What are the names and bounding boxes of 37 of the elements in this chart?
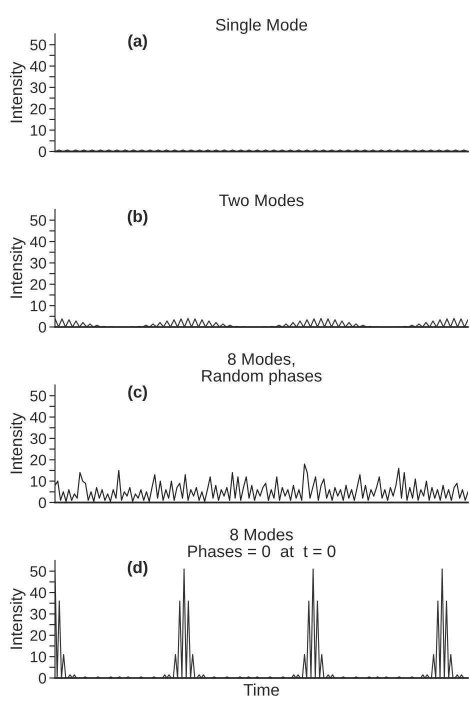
y-tick-label: 40	[30, 60, 46, 72]
y-tick-label: 10	[30, 476, 46, 487]
y-tick-label: 30	[30, 258, 46, 269]
chart-title: Two Modes	[219, 194, 304, 206]
y-tick-label: 20	[30, 454, 46, 466]
y-tick-label: 30	[30, 608, 46, 620]
y-tick-label: 40	[30, 587, 46, 598]
y-tick-label: 30	[30, 82, 46, 94]
y-tick-label: 10	[30, 125, 46, 136]
y-axis-title: Intensity	[10, 62, 26, 122]
y-axis-title: Intensity	[10, 237, 26, 298]
y-tick-label: 20	[30, 279, 46, 290]
chart-title: 8 Modes Phases = 0 at t = 0	[188, 528, 336, 558]
y-tick-label: 20	[30, 104, 46, 114]
chart-title: Single Mode	[216, 18, 308, 34]
y-axis-title: Intensity	[10, 412, 26, 474]
y-tick-label: 40	[30, 236, 46, 248]
x-axis-title: Time	[244, 684, 279, 696]
y-tick-label: 50	[30, 566, 46, 577]
y-tick-label: 10	[30, 652, 46, 662]
y-tick-label: 0	[38, 322, 46, 333]
y-tick-label: 10	[30, 300, 46, 312]
y-axis-title: Intensity	[10, 588, 26, 649]
y-tick-label: 50	[30, 215, 46, 226]
y-tick-label: 40	[30, 412, 46, 423]
chart-title: 8 Modes, Random phases	[202, 352, 322, 385]
y-tick-label: 50	[30, 390, 46, 402]
y-tick-label: 0	[38, 146, 46, 158]
y-tick-label: 30	[30, 433, 46, 444]
annotation: (d)	[128, 560, 148, 576]
annotation: (c)	[128, 385, 147, 401]
annotation: (a)	[128, 34, 147, 50]
y-tick-label: 50	[30, 40, 46, 50]
y-tick-label: 20	[30, 630, 46, 641]
y-tick-label: 0	[38, 497, 46, 508]
annotation: (b)	[128, 210, 148, 226]
y-tick-label: 0	[38, 672, 46, 684]
